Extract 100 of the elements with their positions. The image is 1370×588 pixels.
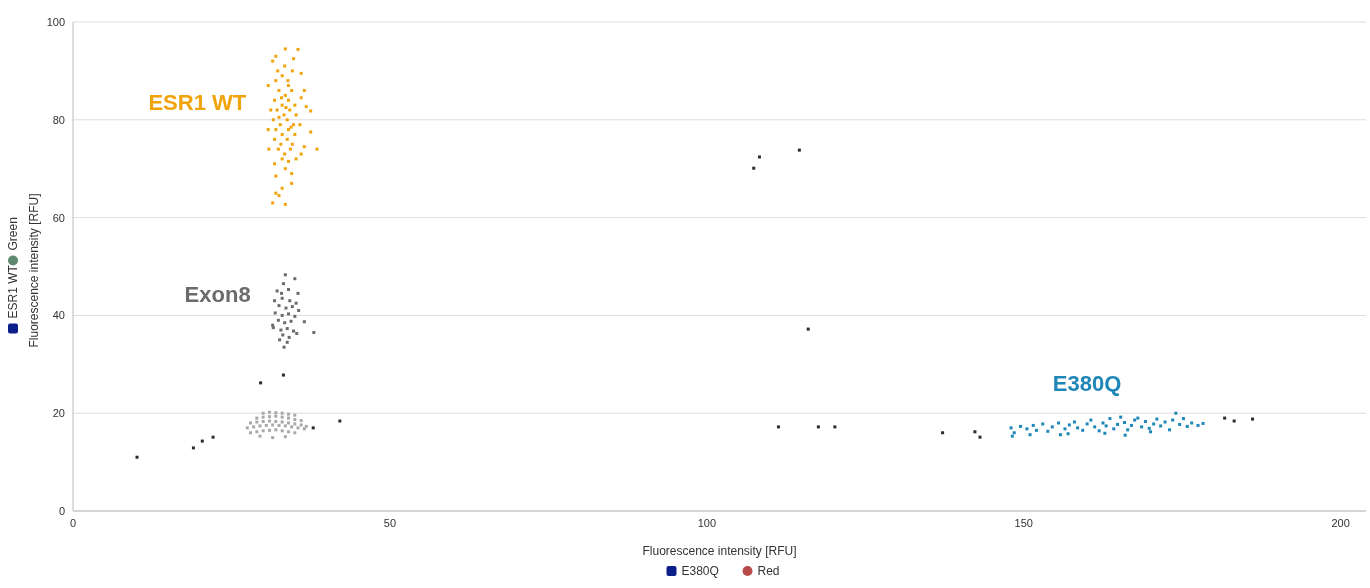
x-tick-label: 100 — [697, 516, 716, 529]
point — [285, 340, 289, 344]
point — [278, 338, 282, 342]
y-tick-label: 0 — [58, 504, 65, 517]
point — [261, 420, 265, 424]
x-tick-label: 0 — [69, 516, 77, 529]
point — [273, 311, 277, 315]
point — [1093, 425, 1097, 429]
point — [1101, 421, 1105, 425]
point — [1041, 422, 1045, 426]
point — [273, 299, 277, 303]
point — [264, 423, 268, 427]
point — [191, 446, 195, 450]
point — [288, 299, 292, 303]
point — [200, 439, 204, 443]
point — [973, 430, 977, 434]
point — [1171, 418, 1175, 422]
point — [277, 304, 281, 308]
point — [299, 419, 303, 423]
point — [1104, 424, 1108, 428]
point — [312, 331, 316, 335]
point — [280, 411, 284, 415]
point — [1152, 422, 1156, 426]
series-label: ESR1 WT — [148, 89, 247, 115]
point — [287, 312, 290, 316]
y-tick-label: 20 — [52, 407, 65, 420]
text: E380Q — [681, 564, 719, 578]
point — [297, 309, 301, 313]
point — [1112, 427, 1116, 431]
point — [280, 313, 284, 317]
point — [978, 435, 982, 439]
point — [252, 425, 256, 429]
point — [1178, 422, 1182, 426]
point — [338, 419, 342, 423]
point — [293, 314, 297, 318]
point — [293, 413, 297, 417]
point — [274, 411, 278, 415]
point — [1025, 427, 1029, 431]
y-tick-label: 80 — [52, 113, 65, 126]
point — [293, 431, 297, 435]
point — [261, 415, 265, 419]
point — [1046, 429, 1050, 433]
point — [806, 327, 810, 331]
point — [1108, 417, 1112, 421]
point — [289, 319, 293, 323]
point — [797, 148, 801, 152]
point — [281, 373, 285, 377]
point — [285, 327, 289, 331]
point — [274, 420, 278, 424]
point — [290, 305, 294, 309]
point — [1034, 428, 1038, 432]
point — [1012, 431, 1016, 435]
point — [258, 424, 262, 428]
point — [280, 429, 284, 433]
text: Red — [757, 564, 780, 578]
point — [1028, 433, 1032, 437]
point — [1076, 426, 1080, 430]
point — [1185, 424, 1189, 428]
point — [1232, 419, 1236, 423]
y-tick-label: 60 — [52, 211, 65, 224]
point — [1067, 423, 1071, 427]
point — [833, 425, 837, 429]
point — [287, 421, 290, 425]
point — [255, 420, 259, 424]
point — [1143, 420, 1147, 424]
point — [274, 414, 278, 418]
point — [281, 282, 285, 286]
point — [277, 423, 281, 427]
point — [1126, 428, 1130, 432]
point — [1072, 420, 1076, 424]
series-label: Exon8 — [184, 282, 251, 308]
y-tick-label: 100 — [46, 15, 65, 28]
point — [1190, 421, 1194, 425]
point — [1159, 424, 1163, 428]
point — [271, 423, 275, 427]
point — [280, 291, 284, 295]
point — [1031, 423, 1035, 427]
point — [1149, 430, 1152, 434]
point — [295, 331, 299, 335]
point — [296, 291, 300, 295]
point — [1196, 423, 1200, 427]
point — [293, 277, 297, 281]
point — [1066, 432, 1070, 436]
point — [1009, 426, 1013, 430]
text: ESR1 WT — [6, 264, 20, 319]
point — [135, 455, 139, 459]
y-tick-label: 40 — [52, 309, 65, 322]
point — [267, 410, 271, 414]
point — [1181, 417, 1185, 421]
point — [282, 345, 286, 349]
point — [1140, 425, 1144, 429]
point — [299, 423, 303, 427]
point — [267, 415, 271, 419]
point — [293, 418, 297, 422]
point — [1019, 424, 1023, 428]
point — [279, 328, 283, 332]
point — [1103, 431, 1107, 435]
point — [284, 306, 288, 310]
point — [1123, 433, 1127, 437]
point — [1116, 422, 1120, 426]
